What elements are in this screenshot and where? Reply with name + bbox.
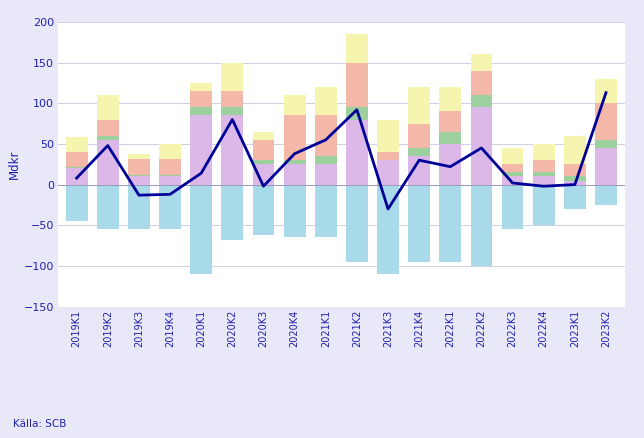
Bar xyxy=(128,155,150,159)
Bar xyxy=(315,87,337,116)
Bar xyxy=(502,184,524,230)
Bar xyxy=(159,159,181,175)
Bar xyxy=(595,140,617,148)
Bar xyxy=(564,177,586,180)
Bar xyxy=(533,144,554,160)
Bar xyxy=(128,175,150,177)
Bar xyxy=(315,164,337,184)
Bar xyxy=(190,107,212,116)
Bar xyxy=(190,116,212,184)
Bar xyxy=(595,148,617,184)
Bar xyxy=(97,184,118,230)
Bar xyxy=(377,120,399,152)
Bar xyxy=(222,116,243,184)
Bar xyxy=(408,148,430,156)
Bar xyxy=(439,184,461,262)
Bar xyxy=(346,120,368,184)
Bar xyxy=(284,116,305,160)
Bar xyxy=(471,54,493,71)
Bar xyxy=(97,140,118,184)
Bar xyxy=(564,184,586,209)
Bar xyxy=(408,124,430,148)
Bar xyxy=(222,107,243,116)
Bar xyxy=(533,177,554,184)
Bar xyxy=(284,184,305,237)
Bar xyxy=(439,111,461,132)
Bar xyxy=(502,173,524,177)
Bar xyxy=(315,116,337,156)
Bar xyxy=(595,79,617,103)
Bar xyxy=(471,71,493,95)
Bar xyxy=(564,136,586,164)
Bar xyxy=(408,87,430,124)
Bar xyxy=(471,95,493,107)
Bar xyxy=(159,177,181,184)
Bar xyxy=(377,160,399,184)
Bar xyxy=(159,175,181,177)
Bar xyxy=(97,120,118,136)
Bar xyxy=(502,177,524,184)
Bar xyxy=(439,87,461,111)
Bar xyxy=(252,140,274,160)
Bar xyxy=(222,91,243,107)
Bar xyxy=(439,144,461,184)
Bar xyxy=(97,136,118,140)
Bar xyxy=(159,144,181,159)
Bar xyxy=(408,184,430,262)
Bar xyxy=(222,63,243,91)
Bar xyxy=(471,184,493,266)
Bar xyxy=(346,184,368,262)
Bar xyxy=(377,152,399,160)
Bar xyxy=(315,184,337,237)
Bar xyxy=(564,180,586,184)
Bar xyxy=(66,152,88,167)
Bar xyxy=(66,167,88,168)
Bar xyxy=(66,138,88,152)
Bar xyxy=(377,184,399,274)
Bar xyxy=(252,160,274,164)
Bar xyxy=(128,184,150,230)
Bar xyxy=(502,148,524,164)
Bar xyxy=(502,164,524,173)
Text: Källa: SCB: Källa: SCB xyxy=(13,419,66,429)
Bar xyxy=(252,184,274,235)
Bar xyxy=(190,91,212,107)
Bar xyxy=(284,95,305,116)
Bar xyxy=(252,132,274,140)
Bar xyxy=(284,160,305,164)
Bar xyxy=(346,63,368,107)
Bar xyxy=(533,184,554,225)
Bar xyxy=(315,156,337,164)
Bar xyxy=(595,184,617,205)
Bar xyxy=(533,173,554,177)
Bar xyxy=(159,184,181,230)
Bar xyxy=(128,159,150,175)
Bar xyxy=(346,34,368,63)
Bar xyxy=(284,164,305,184)
Bar xyxy=(97,95,118,120)
Bar xyxy=(471,107,493,184)
Bar xyxy=(190,184,212,274)
Bar xyxy=(408,156,430,184)
Bar xyxy=(128,177,150,184)
Bar xyxy=(564,164,586,177)
Bar xyxy=(533,160,554,173)
Bar xyxy=(66,168,88,184)
Bar xyxy=(252,164,274,184)
Bar xyxy=(595,103,617,140)
Y-axis label: Mdkr: Mdkr xyxy=(8,149,21,179)
Bar xyxy=(222,184,243,240)
Bar xyxy=(439,132,461,144)
Bar xyxy=(66,184,88,221)
Bar xyxy=(346,107,368,120)
Bar xyxy=(190,83,212,91)
